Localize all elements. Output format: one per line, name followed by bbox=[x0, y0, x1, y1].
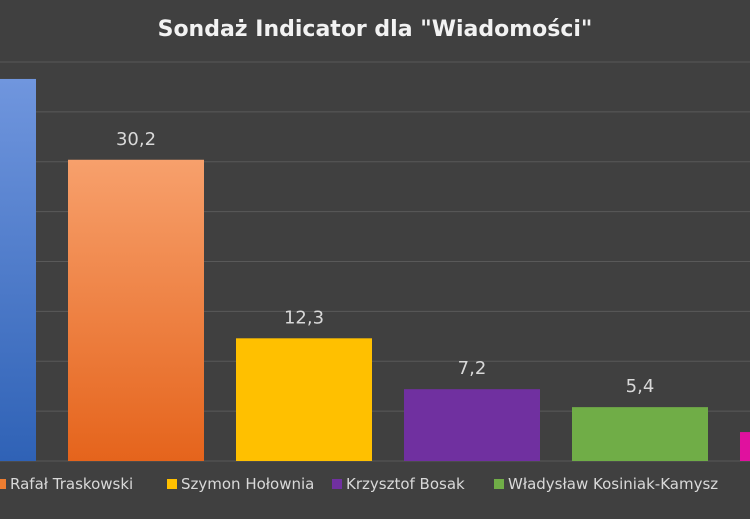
bar-0 bbox=[0, 78, 36, 462]
data-labels: 30,2 12,3 7,2 5,4 bbox=[116, 129, 654, 397]
bar-3 bbox=[404, 389, 540, 461]
bar-2 bbox=[236, 338, 372, 461]
chart-title: Sondaż Indicator dla "Wiadomości" bbox=[158, 17, 593, 42]
data-label-4: 5,4 bbox=[626, 376, 655, 397]
data-label-3: 7,2 bbox=[458, 358, 487, 379]
legend: Rafał Traskowski Szymon Hołownia Krzysztof… bbox=[0, 475, 718, 493]
bars bbox=[0, 78, 750, 462]
bar-1 bbox=[68, 159, 204, 461]
legend-swatch bbox=[494, 479, 504, 489]
data-label-2: 12,3 bbox=[284, 307, 324, 328]
legend-swatch bbox=[0, 479, 6, 489]
bar-4 bbox=[572, 407, 708, 461]
legend-swatch bbox=[332, 479, 342, 489]
bar-5 bbox=[740, 432, 750, 461]
legend-label: Władysław Kosiniak-Kamysz bbox=[508, 475, 718, 493]
legend-swatch bbox=[167, 479, 177, 489]
legend-label: Szymon Hołownia bbox=[181, 475, 314, 493]
legend-item-0: Rafał Traskowski bbox=[0, 475, 133, 493]
legend-item-3: Władysław Kosiniak-Kamysz bbox=[494, 475, 718, 493]
legend-label: Rafał Traskowski bbox=[10, 475, 133, 493]
legend-label: Krzysztof Bosak bbox=[346, 475, 465, 493]
legend-item-2: Krzysztof Bosak bbox=[332, 475, 465, 493]
legend-item-1: Szymon Hołownia bbox=[167, 475, 314, 493]
data-label-1: 30,2 bbox=[116, 129, 156, 150]
